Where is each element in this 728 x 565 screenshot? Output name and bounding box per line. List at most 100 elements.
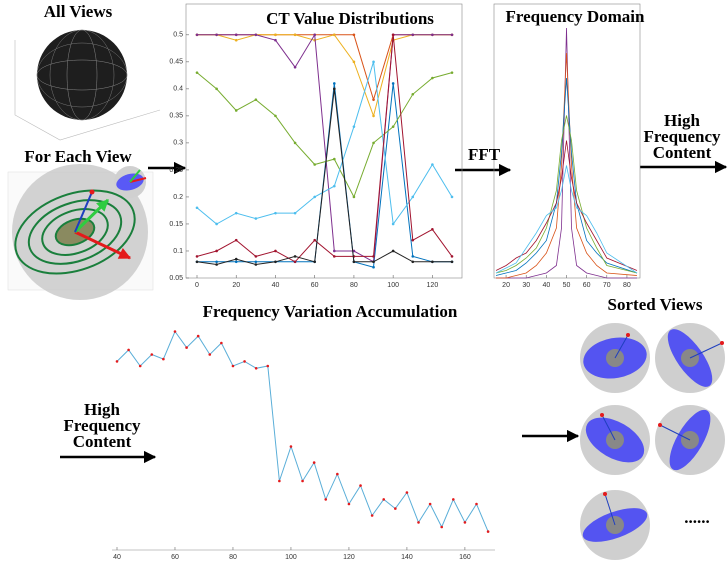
data-point [372, 61, 375, 64]
data-point [353, 260, 356, 263]
data-point [353, 34, 356, 37]
data-point [333, 34, 336, 37]
data-point [359, 484, 362, 487]
x-tick-label: 100 [285, 554, 297, 561]
data-point [274, 250, 277, 253]
data-point [266, 365, 269, 368]
data-point [235, 39, 238, 42]
data-point [353, 61, 356, 64]
x-tick-label: 60 [583, 282, 591, 289]
data-point [372, 142, 375, 145]
data-point [150, 353, 153, 356]
x-tick-label: 50 [563, 282, 571, 289]
data-point [274, 34, 277, 37]
data-point [411, 196, 414, 199]
data-point [411, 34, 414, 37]
x-tick-label: 140 [401, 554, 413, 561]
data-point [452, 498, 455, 501]
data-point [475, 503, 478, 506]
data-point [255, 217, 258, 220]
data-point [196, 206, 199, 209]
x-tick-label: 100 [387, 282, 399, 289]
data-point [406, 491, 409, 494]
y-tick-label: 0.45 [169, 59, 183, 66]
data-point [440, 526, 443, 529]
data-point [313, 196, 316, 199]
data-point [235, 212, 238, 215]
data-point [208, 353, 211, 356]
data-line [117, 332, 488, 532]
data-point [451, 71, 454, 74]
data-point [301, 480, 304, 483]
x-tick-label: 160 [459, 554, 471, 561]
data-point [196, 71, 199, 74]
chart-title: Frequency Domain [506, 7, 646, 26]
data-point [429, 503, 432, 506]
data-point [411, 260, 414, 263]
data-point [162, 358, 165, 361]
data-point [215, 260, 218, 263]
data-point [392, 223, 395, 226]
x-tick-label: 80 [623, 282, 631, 289]
data-point [255, 255, 258, 258]
data-point [372, 266, 375, 269]
data-line [197, 35, 452, 262]
data-point [382, 498, 385, 501]
data-point [417, 521, 420, 524]
label: High Frequency Content [57, 402, 147, 450]
data-point [451, 34, 454, 37]
data-point [215, 223, 218, 226]
y-tick-label: 0.1 [173, 248, 183, 255]
data-point [411, 255, 414, 258]
data-point [278, 480, 281, 483]
x-tick-label: 60 [311, 282, 319, 289]
data-line [496, 28, 637, 278]
data-point [174, 330, 177, 333]
data-point [392, 250, 395, 253]
data-point [215, 263, 218, 266]
data-point [196, 255, 199, 258]
data-point [294, 34, 297, 37]
data-point [313, 34, 316, 37]
data-point [116, 360, 119, 363]
x-tick-label: 120 [343, 554, 355, 561]
label: FFT [468, 145, 500, 165]
data-point [220, 342, 223, 345]
data-point [372, 260, 375, 263]
x-tick-label: 70 [603, 282, 611, 289]
label: For Each View [24, 147, 131, 167]
data-point [255, 98, 258, 101]
data-point [487, 530, 490, 533]
x-tick-label: 40 [113, 554, 121, 561]
data-line [496, 141, 637, 271]
data-point [313, 163, 316, 166]
data-point [235, 239, 238, 242]
data-line [197, 89, 452, 265]
data-point [333, 158, 336, 161]
label: High Frequency Content [637, 113, 727, 161]
data-point [431, 163, 434, 166]
data-point [313, 461, 316, 464]
data-point [127, 349, 130, 352]
data-point [294, 255, 297, 258]
data-point [294, 260, 297, 263]
x-tick-label: 40 [272, 282, 280, 289]
data-point [255, 34, 258, 37]
label: Sorted Views [608, 295, 703, 315]
x-tick-label: 60 [171, 554, 179, 561]
x-tick-label: 80 [229, 554, 237, 561]
data-line [496, 166, 637, 274]
data-point [333, 185, 336, 188]
y-tick-label: 0.35 [169, 113, 183, 120]
data-point [411, 93, 414, 96]
data-point [451, 260, 454, 263]
data-point [243, 360, 246, 363]
data-point [255, 260, 258, 263]
data-line [496, 78, 637, 276]
label: All Views [44, 2, 112, 22]
y-tick-label: 0.25 [169, 167, 183, 174]
x-tick-label: 20 [232, 282, 240, 289]
data-point [290, 445, 293, 448]
data-point [274, 39, 277, 42]
data-point [431, 77, 434, 80]
